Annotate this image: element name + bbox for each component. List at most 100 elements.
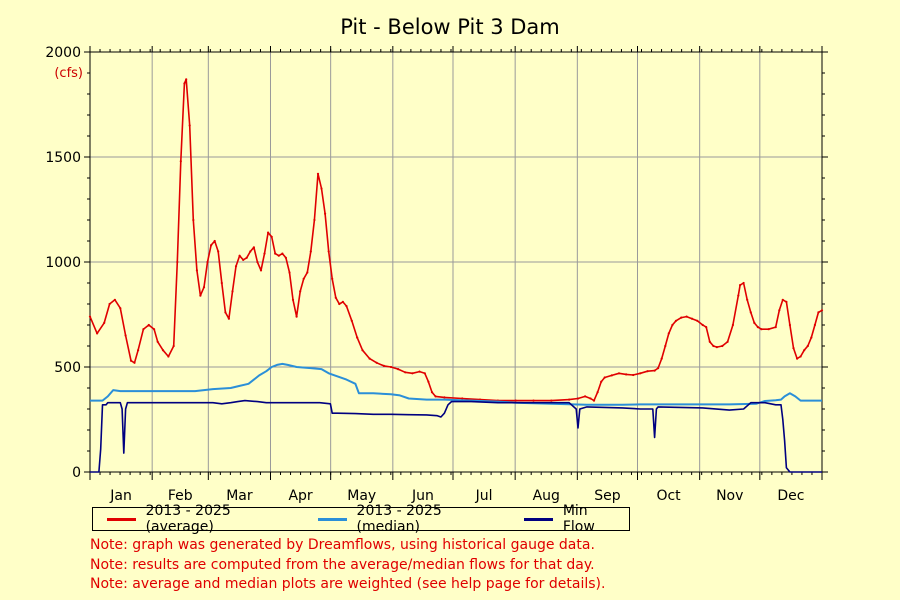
data-point-average [799,355,802,358]
legend-swatch-median [317,517,347,521]
data-point-average [646,370,649,373]
x-tick-label: Dec [777,488,804,504]
data-point-average [341,300,344,303]
data-point-average [249,250,252,253]
data-point-average [96,332,99,335]
x-tick-label: Jul [475,488,493,504]
data-point-average [778,309,781,312]
data-point-average [284,256,287,259]
y-tick-label: 2000 [45,45,81,61]
x-tick-label: Aug [533,488,560,504]
data-point-average [345,305,348,308]
data-point-average [88,315,92,318]
x-tick-label: May [347,488,376,504]
data-point-average [161,349,165,352]
data-point-average [206,260,209,264]
data-point-average [320,187,323,190]
data-point-average [252,246,255,249]
data-point-average [124,334,127,337]
data-point-average [291,298,295,301]
x-tick-label: Oct [656,488,681,504]
data-point-average [753,321,756,324]
data-point-average [690,317,694,320]
data-point-average [550,399,553,402]
data-point-average [167,355,170,358]
data-point-average [739,284,742,287]
data-point-average [176,260,179,264]
data-point-average [514,399,517,402]
data-point-average [411,372,414,375]
data-point-average [245,256,248,259]
data-point-average [156,340,159,343]
data-point-average [220,281,223,285]
data-point-average [680,316,683,319]
data-point-average [179,160,182,163]
data-point-average [108,302,111,306]
data-point-average [350,319,353,322]
data-point-average [767,328,770,331]
data-point-average [576,397,580,400]
data-point-average [281,252,284,255]
data-point-average [356,336,359,339]
data-point-average [667,332,670,335]
data-point-average [368,357,371,360]
legend-swatch-minflow [524,517,553,521]
data-point-average [632,373,635,377]
data-point-average [427,380,430,383]
data-point-average [270,235,273,238]
y-tick-label: 1000 [45,255,81,271]
data-point-average [792,347,795,350]
data-point-average [217,250,220,253]
axes [84,46,828,480]
data-point-average [199,294,202,297]
data-point-average [671,323,674,327]
data-point-average [785,300,788,303]
data-point-average [461,397,464,400]
data-point-average [361,349,364,352]
x-tick-label: Feb [168,488,193,504]
note-line: Note: average and median plots are weigh… [90,576,606,592]
data-point-average [213,239,216,243]
data-point-average [731,323,735,327]
data-point-average [817,311,820,314]
data-point-average [434,395,437,398]
data-point-average [806,344,809,348]
data-point-average [404,371,407,374]
series-line-minflow [90,399,822,473]
data-point-average [338,302,341,306]
y-tick-label: 0 [72,465,81,481]
data-point-average [721,344,724,348]
data-point-average [760,328,763,331]
x-tick-label: Sep [594,488,621,504]
data-point-average [625,373,628,376]
data-point-average [600,380,603,383]
data-point-average [129,359,133,362]
x-tick-label: Mar [226,488,253,504]
data-point-average [813,323,817,327]
legend-item-average: 2013 - 2025 (average) [107,503,296,535]
data-point-average [726,340,729,343]
data-point-average [188,124,191,127]
data-point-average [532,399,535,402]
data-point-average [288,271,291,274]
data-point-average [133,361,136,364]
y-tick-label: 500 [54,360,81,376]
data-point-average [653,369,656,372]
data-point-average [382,364,385,367]
series-line-average [89,78,823,402]
data-point-average [756,326,760,329]
tick-labels: 2000 1500 1000 500 0 Jan Feb Mar Apr May Jun Jul Aug… [45,45,804,504]
data-point-average [202,286,206,289]
data-point-average [705,326,708,329]
data-point-average [820,309,824,312]
data-point-average [142,328,145,331]
x-tick-label: Jan [109,488,132,504]
data-point-average [796,357,799,360]
note-line: Note: results are computed from the aver… [90,556,595,573]
data-point-average [746,298,749,301]
data-point-average [274,252,277,255]
data-point-average [708,340,711,343]
data-point-average [183,82,186,85]
data-point-average [603,376,606,379]
